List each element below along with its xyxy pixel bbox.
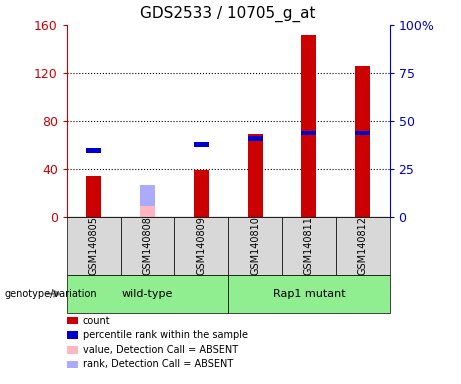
Title: GDS2533 / 10705_g_at: GDS2533 / 10705_g_at	[141, 6, 316, 22]
Text: GSM140809: GSM140809	[196, 216, 207, 275]
Bar	[194, 170, 209, 217]
Text: GSM140810: GSM140810	[250, 216, 260, 275]
Text: rank, Detection Call = ABSENT: rank, Detection Call = ABSENT	[83, 359, 233, 369]
Text: GSM140805: GSM140805	[89, 216, 99, 275]
Text: percentile rank within the sample: percentile rank within the sample	[83, 330, 248, 340]
Text: genotype/variation: genotype/variation	[5, 289, 97, 299]
Bar	[355, 66, 370, 217]
Bar	[355, 131, 370, 136]
Text: wild-type: wild-type	[122, 289, 173, 299]
Text: GSM140808: GSM140808	[142, 216, 153, 275]
Bar	[248, 136, 263, 141]
Text: GSM140811: GSM140811	[304, 216, 314, 275]
Bar	[301, 35, 316, 217]
Bar	[301, 131, 316, 136]
Bar	[140, 185, 155, 206]
Bar	[194, 142, 209, 147]
Text: Rap1 mutant: Rap1 mutant	[272, 289, 345, 299]
Text: count: count	[83, 316, 111, 326]
Bar	[140, 206, 155, 217]
Bar	[86, 148, 101, 153]
Text: GSM140812: GSM140812	[358, 216, 368, 275]
Bar	[86, 176, 101, 217]
Text: value, Detection Call = ABSENT: value, Detection Call = ABSENT	[83, 345, 238, 355]
Bar	[248, 134, 263, 217]
